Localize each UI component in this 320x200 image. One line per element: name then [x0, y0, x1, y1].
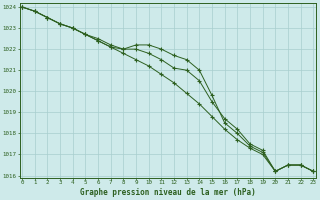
X-axis label: Graphe pression niveau de la mer (hPa): Graphe pression niveau de la mer (hPa)	[80, 188, 256, 197]
